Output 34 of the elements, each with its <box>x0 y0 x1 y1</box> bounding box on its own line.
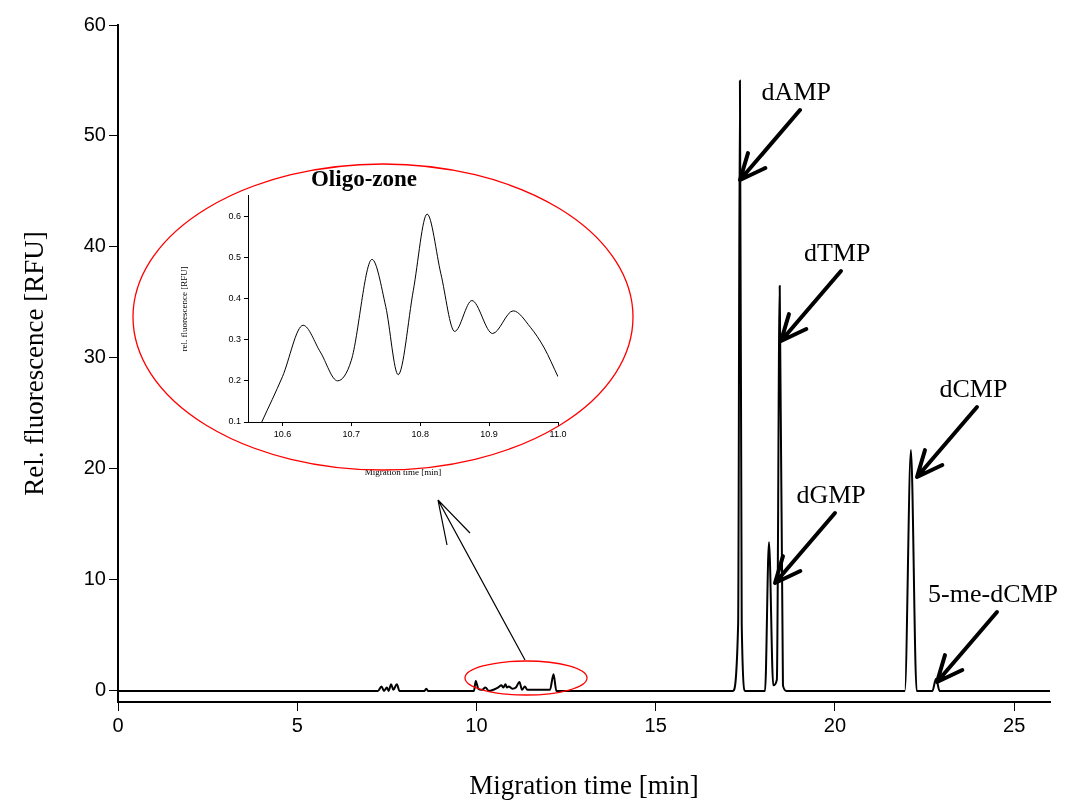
x-tick-label: 10.8 <box>411 428 429 439</box>
y-axis-title: Rel. fluorescence [RFU] <box>19 231 50 496</box>
y-tick-label: 60 <box>83 12 106 35</box>
x-tick-label: 11.0 <box>549 428 567 439</box>
x-tick-label: 10.9 <box>480 428 498 439</box>
y-tick-label: 10 <box>83 567 106 590</box>
y-tick-label: 0.2 <box>228 375 241 386</box>
y-tick-label: 0.3 <box>228 334 241 345</box>
y-tick-label: 50 <box>83 123 106 146</box>
x-tick-label: 10.7 <box>342 428 361 439</box>
x-tick-label: 5 <box>291 713 303 736</box>
y-tick-label: 20 <box>83 456 106 479</box>
x-tick-label: 25 <box>1003 713 1026 736</box>
y-axis-title: rel. fluorescence [RFU] <box>178 266 189 352</box>
y-tick-label: 40 <box>83 234 106 257</box>
x-tick-label: 20 <box>823 713 847 736</box>
x-axis-title: Migration time [min] <box>469 769 699 800</box>
annotation: dAMP <box>761 77 831 107</box>
x-axis-title: Migration time [min] <box>364 466 442 477</box>
y-tick-label: 0.5 <box>228 251 241 262</box>
x-tick-label: 0 <box>112 713 124 736</box>
y-tick-label: 0 <box>94 678 106 701</box>
x-tick-label: 15 <box>644 713 667 736</box>
x-tick-label: 10.6 <box>273 428 292 439</box>
y-tick-label: 30 <box>83 345 106 368</box>
annotation: dGMP <box>796 480 866 510</box>
chart-title: Oligo-zone <box>310 165 418 191</box>
y-tick-label: 0.1 <box>228 416 241 427</box>
annotation: dTMP <box>803 238 871 268</box>
y-tick-label: 0.4 <box>228 292 241 303</box>
y-tick-label: 0.6 <box>228 210 241 221</box>
annotation: dCMP <box>939 373 1008 403</box>
x-tick-label: 10 <box>465 713 488 736</box>
annotation: 5-me-dCMP <box>928 578 1059 608</box>
